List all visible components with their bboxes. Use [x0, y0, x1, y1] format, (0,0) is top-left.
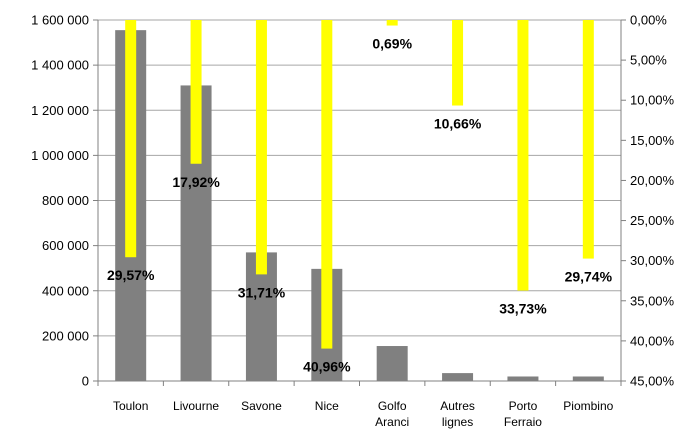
x-axis-category-label: Porto — [509, 399, 538, 413]
x-axis-category-label: Nice — [315, 399, 339, 413]
gray-bar — [507, 376, 539, 381]
gray-bar — [442, 373, 474, 381]
right-axis-tick-label: 15,00% — [630, 133, 675, 148]
data-label: 31,71% — [238, 284, 286, 300]
left-axis-tick-label: 200 000 — [42, 328, 89, 343]
yellow-bar — [582, 20, 594, 259]
left-axis-tick-label: 1 200 000 — [31, 103, 89, 118]
x-axis-category-label: Savone — [241, 399, 282, 413]
left-axis-tick-label: 1 000 000 — [31, 148, 89, 163]
yellow-bar — [125, 20, 137, 258]
gray-bar — [572, 376, 604, 381]
yellow-bar — [452, 20, 464, 106]
yellow-bar — [386, 20, 398, 26]
left-axis-tick-label: 1 600 000 — [31, 13, 89, 28]
x-axis-category-label: lignes — [442, 415, 473, 429]
x-axis-category-label: Piombino — [563, 399, 613, 413]
data-label: 17,92% — [172, 174, 220, 190]
right-axis-tick-label: 25,00% — [630, 213, 675, 228]
x-axis-category-label: Autres — [440, 399, 475, 413]
x-axis-category-label: Livourne — [173, 399, 219, 413]
x-axis-category-label: Ferraio — [504, 415, 542, 429]
data-label: 29,57% — [107, 267, 155, 283]
yellow-bar — [517, 20, 529, 291]
yellow-bar — [255, 20, 267, 275]
left-axis-tick-label: 0 — [82, 374, 89, 389]
left-axis-tick-label: 600 000 — [42, 238, 89, 253]
gray-bar — [376, 346, 408, 381]
data-label: 10,66% — [434, 116, 482, 132]
data-label: 33,73% — [499, 301, 547, 317]
right-axis-tick-label: 30,00% — [630, 253, 675, 268]
data-label: 29,74% — [565, 269, 613, 285]
yellow-bar — [190, 20, 202, 164]
x-axis-category-label: Aranci — [375, 415, 409, 429]
data-label: 0,69% — [372, 36, 412, 52]
yellow-bar — [321, 20, 333, 349]
left-axis-tick-label: 800 000 — [42, 193, 89, 208]
x-axis-category-label: Golfo — [378, 399, 407, 413]
right-axis-tick-label: 40,00% — [630, 333, 675, 348]
right-axis-tick-label: 35,00% — [630, 293, 675, 308]
right-axis-tick-label: 45,00% — [630, 374, 675, 389]
right-axis-tick-label: 10,00% — [630, 93, 675, 108]
left-axis-tick-label: 400 000 — [42, 283, 89, 298]
left-axis-tick-label: 1 400 000 — [31, 58, 89, 73]
right-axis-tick-label: 5,00% — [630, 53, 667, 68]
x-axis-category-label: Toulon — [113, 399, 148, 413]
data-label: 40,96% — [303, 359, 351, 375]
right-axis-tick-label: 20,00% — [630, 173, 675, 188]
right-axis-tick-label: 0,00% — [630, 13, 667, 28]
